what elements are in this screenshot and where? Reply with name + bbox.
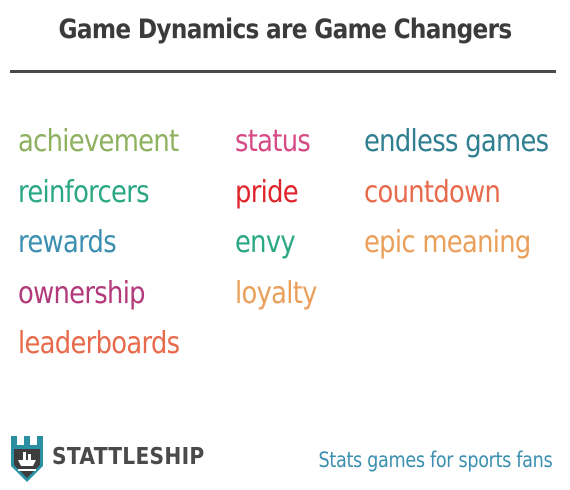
dynamic-term: status xyxy=(235,124,311,159)
title-divider xyxy=(10,70,556,73)
page-title: Game Dynamics are Game Changers xyxy=(58,14,512,45)
brand-name: STATTLESHIP xyxy=(52,444,205,470)
dynamic-term: envy xyxy=(235,225,296,260)
dynamic-term: rewards xyxy=(18,225,117,260)
dynamics-column-2: status pride envy loyalty xyxy=(235,122,330,324)
brand-tagline: Stats games for sports fans xyxy=(318,448,552,472)
dynamic-term: countdown xyxy=(364,174,501,210)
stattleship-shield-icon xyxy=(11,436,43,482)
dynamic-term: endless games xyxy=(364,124,549,159)
dynamic-term: loyalty xyxy=(235,275,317,311)
dynamics-column-3: endless games countdown epic meaning xyxy=(364,122,570,274)
dynamic-term: achievement xyxy=(18,124,179,159)
dynamic-term: leaderboards xyxy=(18,326,180,361)
dynamic-term: pride xyxy=(235,174,299,210)
dynamic-term: ownership xyxy=(18,275,146,311)
dynamic-term: reinforcers xyxy=(18,174,150,210)
dynamics-column-1: achievement reinforcers rewards ownershi… xyxy=(18,122,206,375)
dynamic-term: epic meaning xyxy=(364,225,531,260)
